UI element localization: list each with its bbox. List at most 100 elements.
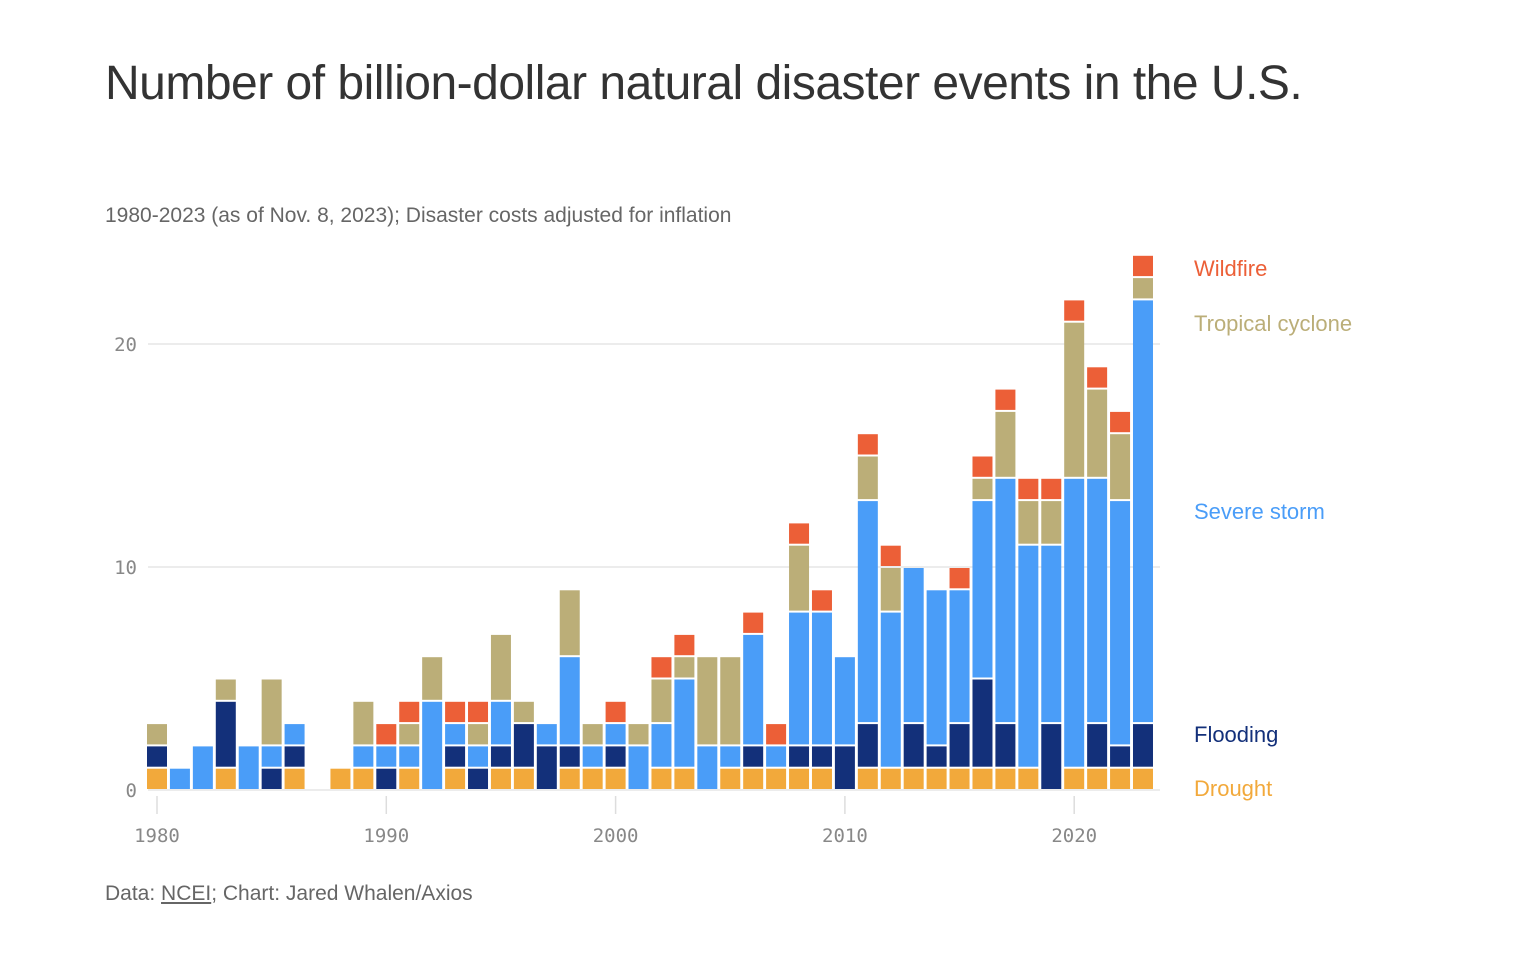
bar-segment-severe-storm [169, 768, 190, 789]
bar-segment-severe-storm [628, 746, 649, 789]
bar-segment-flooding [261, 768, 282, 789]
bar-segment-drought [903, 768, 924, 789]
bar-segment-drought [1132, 768, 1153, 789]
bar-segment-severe-storm [1087, 478, 1108, 723]
bar-segment-severe-storm [1041, 545, 1062, 723]
bar-segment-drought [857, 768, 878, 789]
bar-segment-severe-storm [1110, 501, 1131, 745]
bar-segment-drought [811, 768, 832, 789]
bar-segment-tropical-cyclone [789, 545, 810, 611]
bar-segment-flooding [605, 746, 626, 767]
bar-segment-wildfire [811, 590, 832, 611]
bar-segment-severe-storm [1064, 478, 1085, 767]
bar-segment-drought [789, 768, 810, 789]
bar-segment-flooding [1110, 746, 1131, 767]
bar-segment-severe-storm [261, 746, 282, 767]
bar-segment-flooding [513, 724, 534, 767]
bar-segment-tropical-cyclone [880, 568, 901, 611]
bar-segment-tropical-cyclone [261, 679, 282, 745]
bar-segment-tropical-cyclone [513, 701, 534, 723]
bar-segment-severe-storm [468, 746, 489, 767]
bar-segment-flooding [445, 746, 466, 767]
bar-segment-tropical-cyclone [215, 679, 236, 700]
x-axis: 1980 1990 2000 2010 2020 [134, 796, 1097, 847]
bar-segment-drought [972, 768, 993, 789]
bar-segment-tropical-cyclone [720, 657, 741, 745]
chart-subtitle: 1980-2023 (as of Nov. 8, 2023); Disaster… [105, 204, 732, 227]
footer-credit: Data: NCEI; Chart: Jared Whalen/Axios [105, 882, 473, 906]
y-tick-label: 10 [114, 557, 137, 579]
footer-data-prefix: Data: [105, 882, 162, 905]
bar-segment-severe-storm [834, 657, 855, 745]
bar-segment-tropical-cyclone [559, 590, 580, 656]
x-tick-label: 2000 [593, 825, 639, 847]
bar-segment-flooding [789, 746, 810, 767]
bar-segment-severe-storm [422, 701, 443, 789]
bar-segment-drought [1018, 768, 1039, 789]
bar-segment-tropical-cyclone [353, 701, 374, 745]
bar-segment-drought [445, 768, 466, 789]
bar-segment-wildfire [468, 701, 489, 723]
bars [147, 255, 1153, 789]
bar-segment-drought [353, 768, 374, 789]
bar-segment-severe-storm [857, 501, 878, 723]
bar-segment-drought [880, 768, 901, 789]
bar-segment-drought [559, 768, 580, 789]
bar-segment-wildfire [445, 701, 466, 723]
footer-credit-text: ; Chart: Jared Whalen/Axios [211, 882, 473, 905]
bar-segment-tropical-cyclone [651, 679, 672, 723]
bar-segment-severe-storm [284, 724, 305, 745]
x-tick-label: 1980 [134, 825, 180, 847]
legend: Wildfire Tropical cyclone Severe storm Floo… [1194, 256, 1352, 801]
bar-segment-tropical-cyclone [1064, 322, 1085, 477]
bar-segment-flooding [995, 724, 1016, 767]
bar-segment-wildfire [1087, 367, 1108, 388]
bar-segment-tropical-cyclone [628, 724, 649, 745]
bar-segment-drought [399, 768, 420, 789]
bar-segment-flooding [376, 768, 397, 789]
y-tick-label: 20 [114, 334, 137, 356]
bar-segment-severe-storm [399, 746, 420, 767]
bar-segment-flooding [147, 746, 167, 767]
bar-segment-drought [582, 768, 603, 789]
bar-segment-flooding [490, 746, 511, 767]
bar-segment-tropical-cyclone [490, 634, 511, 700]
legend-label-drought: Drought [1194, 776, 1272, 801]
bar-segment-drought [1087, 768, 1108, 789]
bar-segment-drought [147, 768, 167, 789]
bar-segment-tropical-cyclone [1041, 501, 1062, 544]
bar-segment-severe-storm [674, 679, 695, 767]
y-axis: 0 10 20 [114, 334, 137, 802]
bar-segment-wildfire [1064, 300, 1085, 321]
bar-segment-tropical-cyclone [1132, 278, 1153, 299]
bar-segment-wildfire [1041, 478, 1062, 500]
bar-segment-drought [215, 768, 236, 789]
bar-segment-tropical-cyclone [674, 657, 695, 678]
bar-segment-wildfire [743, 612, 764, 633]
bar-segment-drought [720, 768, 741, 789]
bar-segment-wildfire [857, 434, 878, 455]
legend-label-tropical-cyclone: Tropical cyclone [1194, 311, 1352, 336]
bar-segment-tropical-cyclone [422, 657, 443, 700]
bar-segment-severe-storm [1132, 300, 1153, 723]
bar-segment-drought [490, 768, 511, 789]
bar-segment-severe-storm [926, 590, 947, 745]
bar-segment-severe-storm [1018, 545, 1039, 767]
bar-segment-flooding [1132, 724, 1153, 767]
bar-segment-severe-storm [605, 724, 626, 745]
bar-segment-severe-storm [903, 568, 924, 723]
bar-segment-flooding [284, 746, 305, 767]
source-link[interactable]: NCEI [161, 882, 212, 905]
bar-segment-severe-storm [766, 746, 787, 767]
bar-segment-severe-storm [238, 746, 259, 789]
bar-segment-tropical-cyclone [857, 456, 878, 500]
bar-segment-drought [949, 768, 970, 789]
bar-segment-drought [1064, 768, 1085, 789]
x-tick-label: 1990 [363, 825, 409, 847]
bar-segment-flooding [1087, 724, 1108, 767]
bar-segment-severe-storm [376, 746, 397, 767]
bar-segment-severe-storm [789, 612, 810, 745]
bar-segment-drought [330, 768, 351, 789]
bar-segment-severe-storm [536, 724, 557, 745]
